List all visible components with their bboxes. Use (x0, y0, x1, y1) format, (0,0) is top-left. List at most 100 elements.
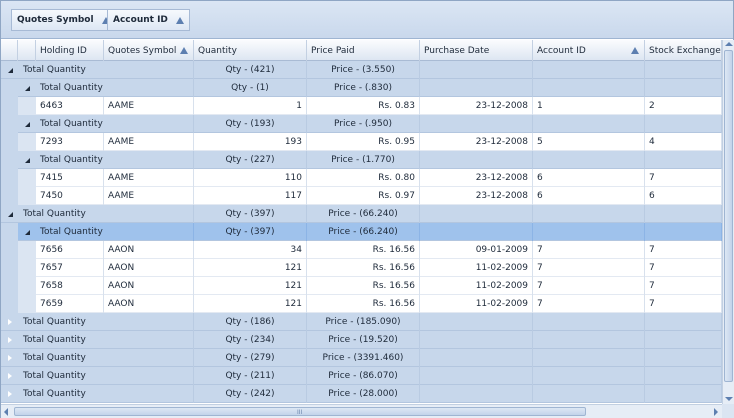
cell-account-id[interactable]: 6 (533, 187, 645, 205)
group-row[interactable]: Total Quantity Qty - (242) Price - (28.000… (1, 385, 722, 403)
cell-account-id[interactable]: 5 (533, 133, 645, 151)
expand-group-icon[interactable] (1, 367, 19, 385)
cell-symbol[interactable]: AAME (104, 187, 194, 205)
cell-quantity[interactable]: 121 (194, 277, 307, 295)
cell-price-paid[interactable]: Rs. 0.95 (307, 133, 420, 151)
table-row[interactable]: 7659 AAON 121 Rs. 16.56 11-02-2009 7 7 (1, 295, 722, 313)
table-row[interactable]: 7658 AAON 121 Rs. 16.56 11-02-2009 7 7 (1, 277, 722, 295)
cell-quantity[interactable]: 121 (194, 259, 307, 277)
scroll-down-arrow-icon[interactable] (725, 397, 733, 401)
cell-account-id[interactable]: 7 (533, 277, 645, 295)
cell-price-paid[interactable]: Rs. 16.56 (307, 277, 420, 295)
collapse-group-icon[interactable] (18, 115, 36, 133)
vertical-scrollbar[interactable] (722, 40, 734, 404)
collapse-group-icon[interactable] (18, 223, 36, 241)
cell-holding-id[interactable]: 7415 (36, 169, 104, 187)
column-header-holding-id[interactable]: Holding ID (36, 40, 104, 61)
cell-exchange-id[interactable]: 7 (645, 241, 722, 259)
collapse-group-icon[interactable] (1, 205, 19, 223)
column-header-stock-exchange-id[interactable]: Stock Exchange ID (645, 40, 722, 61)
table-row[interactable]: 7657 AAON 121 Rs. 16.56 11-02-2009 7 7 (1, 259, 722, 277)
group-row[interactable]: Total Quantity Qty - (211) Price - (86.070… (1, 367, 722, 385)
column-header-quotes-symbol[interactable]: Quotes Symbol (104, 40, 194, 61)
vertical-scroll-thumb[interactable] (724, 50, 733, 382)
cell-exchange-id[interactable]: 7 (645, 277, 722, 295)
cell-account-id[interactable]: 1 (533, 97, 645, 115)
subgroup-row[interactable]: Total Quantity Qty - (193) Price - (.950) (1, 115, 722, 133)
horizontal-scrollbar[interactable]: III (1, 404, 722, 418)
cell-holding-id[interactable]: 7659 (36, 295, 104, 313)
cell-holding-id[interactable]: 7657 (36, 259, 104, 277)
expand-group-icon[interactable] (1, 349, 19, 367)
cell-purchase-date[interactable]: 23-12-2008 (420, 169, 533, 187)
expand-group-icon[interactable] (1, 385, 19, 403)
cell-price-paid[interactable]: Rs. 0.97 (307, 187, 420, 205)
subgroup-row[interactable]: Total Quantity Qty - (227) Price - (1.770) (1, 151, 722, 169)
expand-group-icon[interactable] (1, 313, 19, 331)
cell-exchange-id[interactable]: 4 (645, 133, 722, 151)
cell-price-paid[interactable]: Rs. 16.56 (307, 259, 420, 277)
cell-holding-id[interactable]: 7658 (36, 277, 104, 295)
cell-purchase-date[interactable]: 11-02-2009 (420, 295, 533, 313)
cell-symbol[interactable]: AAON (104, 241, 194, 259)
cell-symbol[interactable]: AAME (104, 97, 194, 115)
column-header-price-paid[interactable]: Price Paid (307, 40, 420, 61)
group-chip-quotes-symbol[interactable]: Quotes Symbol (11, 9, 116, 31)
table-row[interactable]: 7415 AAME 110 Rs. 0.80 23-12-2008 6 7 (1, 169, 722, 187)
cell-exchange-id[interactable]: 7 (645, 295, 722, 313)
cell-purchase-date[interactable]: 23-12-2008 (420, 133, 533, 151)
cell-price-paid[interactable]: Rs. 0.80 (307, 169, 420, 187)
cell-account-id[interactable]: 7 (533, 241, 645, 259)
cell-purchase-date[interactable]: 23-12-2008 (420, 97, 533, 115)
collapse-group-icon[interactable] (18, 79, 36, 97)
cell-purchase-date[interactable]: 09-01-2009 (420, 241, 533, 259)
table-row[interactable]: 7656 AAON 34 Rs. 16.56 09-01-2009 7 7 (1, 241, 722, 259)
cell-symbol[interactable]: AAON (104, 277, 194, 295)
scroll-right-arrow-icon[interactable] (714, 408, 718, 416)
cell-quantity[interactable]: 117 (194, 187, 307, 205)
group-row[interactable]: Total Quantity Qty - (421) Price - (3.550) (1, 61, 722, 79)
cell-symbol[interactable]: AAON (104, 259, 194, 277)
group-row[interactable]: Total Quantity Qty - (234) Price - (19.520… (1, 331, 722, 349)
cell-holding-id[interactable]: 6463 (36, 97, 104, 115)
cell-purchase-date[interactable]: 11-02-2009 (420, 259, 533, 277)
cell-holding-id[interactable]: 7656 (36, 241, 104, 259)
cell-symbol[interactable]: AAME (104, 133, 194, 151)
cell-price-paid[interactable]: Rs. 0.83 (307, 97, 420, 115)
cell-price-paid[interactable]: Rs. 16.56 (307, 241, 420, 259)
cell-purchase-date[interactable]: 11-02-2009 (420, 277, 533, 295)
column-header-account-id[interactable]: Account ID (533, 40, 645, 61)
cell-purchase-date[interactable]: 23-12-2008 (420, 187, 533, 205)
cell-account-id[interactable]: 7 (533, 259, 645, 277)
group-row[interactable]: Total Quantity Qty - (397) Price - (66.240… (1, 205, 722, 223)
column-header-quantity[interactable]: Quantity (194, 40, 307, 61)
expand-group-icon[interactable] (1, 331, 19, 349)
cell-exchange-id[interactable]: 7 (645, 169, 722, 187)
cell-holding-id[interactable]: 7293 (36, 133, 104, 151)
subgroup-row[interactable]: Total Quantity Qty - (397) Price - (66.240… (1, 223, 722, 241)
cell-holding-id[interactable]: 7450 (36, 187, 104, 205)
cell-symbol[interactable]: AAON (104, 295, 194, 313)
subgroup-row[interactable]: Total Quantity Qty - (1) Price - (.830) (1, 79, 722, 97)
collapse-group-icon[interactable] (1, 61, 19, 79)
group-chip-account-id[interactable]: Account ID (107, 9, 190, 31)
group-row[interactable]: Total Quantity Qty - (279) Price - (3391.4… (1, 349, 722, 367)
cell-price-paid[interactable]: Rs. 16.56 (307, 295, 420, 313)
cell-quantity[interactable]: 34 (194, 241, 307, 259)
cell-account-id[interactable]: 7 (533, 295, 645, 313)
group-row[interactable]: Total Quantity Qty - (186) Price - (185.09… (1, 313, 722, 331)
scroll-up-arrow-icon[interactable] (725, 42, 733, 46)
scroll-left-arrow-icon[interactable] (4, 408, 8, 416)
table-row[interactable]: 7450 AAME 117 Rs. 0.97 23-12-2008 6 6 (1, 187, 722, 205)
table-row[interactable]: 6463 AAME 1 Rs. 0.83 23-12-2008 1 2 (1, 97, 722, 115)
table-row[interactable]: 7293 AAME 193 Rs. 0.95 23-12-2008 5 4 (1, 133, 722, 151)
cell-symbol[interactable]: AAME (104, 169, 194, 187)
cell-exchange-id[interactable]: 2 (645, 97, 722, 115)
cell-quantity[interactable]: 193 (194, 133, 307, 151)
horizontal-scroll-thumb[interactable]: III (14, 407, 586, 416)
column-header-purchase-date[interactable]: Purchase Date (420, 40, 533, 61)
cell-account-id[interactable]: 6 (533, 169, 645, 187)
collapse-group-icon[interactable] (18, 151, 36, 169)
cell-quantity[interactable]: 121 (194, 295, 307, 313)
cell-quantity[interactable]: 110 (194, 169, 307, 187)
